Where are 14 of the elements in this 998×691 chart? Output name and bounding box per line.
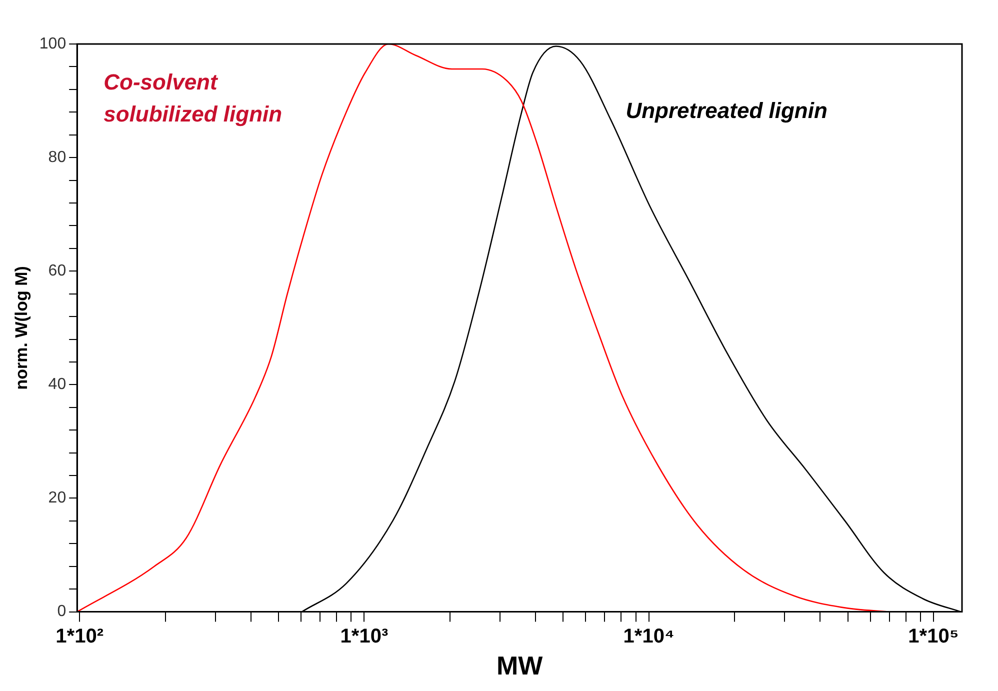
series-label: Unpretreated lignin [626,98,828,123]
y-tick-label: 20 [48,490,66,507]
x-tick-label: 1*10⁴ [623,625,674,648]
x-tick-label: 1*10² [56,625,104,648]
y-tick-label: 0 [57,603,66,620]
x-axis-title: MW [496,650,544,681]
y-axis-title: norm. W(log M) [12,266,31,390]
y-tick-label: 100 [39,35,66,52]
x-tick-label: 1*10³ [340,625,388,648]
text: Co-solvent solubilized lignin [104,69,282,126]
y-tick-label: 40 [48,376,66,394]
y-tick-label: 80 [48,148,66,166]
y-tick-label: 60 [48,262,66,280]
x-tick-label: 1*10⁵ [908,625,959,648]
